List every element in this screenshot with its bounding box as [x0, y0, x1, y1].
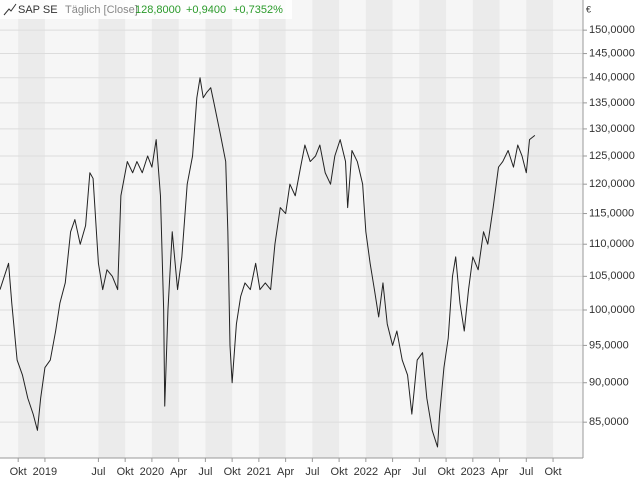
y-tick-label: 120,0000 — [589, 178, 635, 190]
band — [98, 0, 126, 458]
x-tick-label: Jul — [305, 466, 319, 478]
band — [472, 0, 500, 458]
x-tick-label: Apr — [384, 466, 401, 478]
last-value: 128,8000 — [135, 4, 181, 16]
band — [419, 0, 447, 458]
x-tick-label: Jul — [519, 466, 533, 478]
y-tick-label: 115,0000 — [589, 207, 634, 219]
y-tick-label: 85,0000 — [589, 416, 629, 428]
y-tick-label: 140,0000 — [589, 72, 635, 84]
x-tick-label: Apr — [491, 466, 508, 478]
x-tick-label: Okt — [438, 466, 455, 478]
x-tick-label: Okt — [117, 466, 134, 478]
header-background — [0, 0, 292, 19]
y-tick-label: 100,0000 — [589, 304, 635, 316]
band — [312, 0, 340, 458]
change: +0,9400 — [186, 4, 226, 16]
x-tick-label: Okt — [331, 466, 348, 478]
band — [18, 0, 45, 458]
y-tick-label: 130,0000 — [589, 123, 635, 135]
plot — [0, 77, 536, 448]
x-tick-label: 2023 — [461, 466, 485, 478]
chart-title: SAP SE — [18, 4, 58, 16]
y-tick-label: 105,0000 — [589, 270, 635, 282]
y-tick-label: 90,0000 — [589, 377, 629, 389]
x-tick-label: Jul — [198, 466, 212, 478]
band — [526, 0, 554, 458]
change-percent: +0,7352% — [233, 4, 283, 16]
y-tick-label: 95,0000 — [589, 339, 629, 351]
x-tick-label: 2022 — [354, 466, 378, 478]
y-tick-label: 150,0000 — [589, 24, 635, 36]
chart-subtitle: Täglich [Close] — [65, 4, 138, 16]
x-tick-label: Apr — [170, 466, 187, 478]
band — [365, 0, 393, 458]
y-tick-label: 125,0000 — [589, 150, 635, 162]
bands — [18, 0, 554, 458]
y-tick-label: 110,0000 — [589, 238, 634, 250]
chart-icon — [3, 3, 17, 16]
x-tick-label: Jul — [412, 466, 426, 478]
x-tick-label: Okt — [544, 466, 561, 478]
grid — [0, 29, 583, 423]
x-tick-label: Okt — [224, 466, 241, 478]
y-tick-label: 145,0000 — [589, 47, 635, 59]
x-tick-label: Okt — [10, 466, 27, 478]
x-tick-label: 2021 — [247, 466, 271, 478]
x-tick-label: Apr — [277, 466, 294, 478]
band — [258, 0, 286, 458]
x-tick-label: 2019 — [33, 466, 57, 478]
price-line — [0, 77, 536, 448]
y-axis-unit: € — [586, 4, 591, 14]
y-tick-label: 135,0000 — [589, 97, 635, 109]
x-tick-label: Jul — [91, 466, 105, 478]
x-tick-label: 2020 — [140, 466, 164, 478]
